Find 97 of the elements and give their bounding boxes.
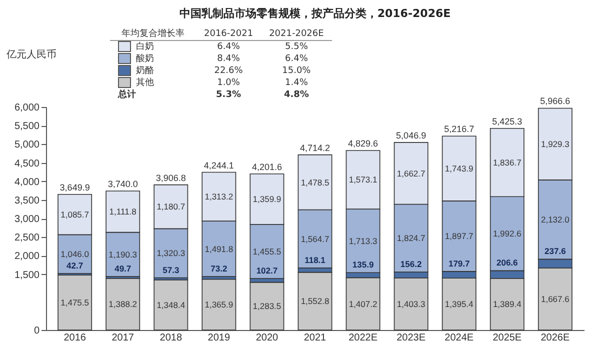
text: 2016-2021 (196, 28, 262, 40)
data-label: 1,478.5 (300, 177, 330, 188)
text: 年均复合增长率 (110, 28, 196, 40)
y-tick-label: 2,000 (14, 251, 40, 262)
data-label: 57.3 (162, 264, 180, 275)
legend-label: 白奶 (135, 41, 155, 53)
x-tick-label: 2024E (444, 332, 474, 344)
data-label: 1,929.3 (540, 139, 570, 150)
data-label: 2,132.0 (540, 214, 570, 225)
data-label: 1,046.0 (60, 249, 90, 260)
data-label: 1,573.1 (348, 174, 378, 185)
data-label: 1,111.8 (109, 206, 137, 217)
data-label: 1,743.9 (444, 164, 474, 174)
total-label: 3,740.0 (108, 178, 138, 189)
text: 1.0% (216, 77, 241, 89)
data-label: 1,667.6 (540, 294, 570, 304)
y-tick-label: 3,000 (14, 214, 40, 225)
total-label: 4,829.6 (348, 138, 378, 149)
total-label: 5,425.3 (492, 116, 522, 126)
data-label: 49.7 (114, 264, 132, 274)
x-tick-label: 2016 (64, 332, 86, 344)
x-tick-label: 2019 (208, 332, 230, 344)
data-label: 1,662.7 (396, 168, 426, 178)
text: 5.5% (284, 41, 309, 53)
data-label: 179.7 (448, 258, 470, 268)
x-tick-label: 2026E (540, 332, 570, 344)
text: 总计 (116, 89, 137, 101)
y-tick-label: 5,000 (14, 140, 40, 151)
y-tick-label: 6,000 (14, 102, 40, 114)
text: 5.3% (215, 89, 242, 101)
legend-label: 奶酪 (135, 65, 155, 77)
x-tick-label: 2017 (112, 332, 134, 344)
data-label: 1,491.8 (204, 244, 234, 254)
y-tick-label: 4,000 (14, 176, 40, 188)
data-label: 1,180.7 (156, 202, 186, 212)
x-tick-label: 2018 (160, 332, 182, 344)
y-tick-label: 2,500 (14, 232, 40, 244)
data-label: 1,283.5 (252, 301, 282, 312)
data-label: 1,348.4 (156, 300, 186, 310)
text: 4.8% (282, 89, 310, 101)
data-label: 102.7 (256, 265, 278, 276)
text: 6.4% (284, 53, 309, 65)
data-label: 1,395.4 (444, 299, 474, 310)
y-tick-label: 0 (34, 326, 40, 336)
data-label: 42.7 (66, 260, 84, 271)
data-label: 1,313.2 (204, 192, 234, 202)
data-label: 1,992.6 (492, 228, 522, 239)
text: 6.4% (216, 41, 241, 53)
data-label: 206.6 (496, 258, 518, 268)
data-label: 1,388.2 (108, 299, 138, 310)
data-label: 1,389.4 (492, 299, 522, 310)
data-label: 73.2 (210, 264, 228, 274)
y-tick-label: 4,500 (14, 158, 40, 170)
total-label: 4,714.2 (300, 142, 330, 153)
data-label: 237.6 (544, 246, 566, 256)
x-tick-label: 2022E (348, 332, 378, 344)
legend-label: 其他 (136, 77, 155, 89)
data-label: 1,836.7 (492, 157, 522, 168)
legend-label: 酸奶 (135, 53, 155, 65)
data-label: 1,085.7 (60, 210, 90, 220)
data-label: 156.2 (400, 259, 422, 270)
total-label: 5,216.7 (444, 124, 474, 134)
data-label: 1,403.3 (396, 298, 426, 309)
data-label: 1,564.7 (300, 234, 330, 244)
y-tick-label: 3,500 (14, 195, 40, 206)
total-label: 3,906.8 (156, 172, 186, 183)
data-label: 1,475.5 (60, 298, 90, 308)
total-label: 4,201.6 (252, 162, 282, 172)
total-label: 4,244.1 (204, 160, 234, 170)
data-label: 1,359.9 (252, 194, 282, 204)
data-label: 1,320.3 (156, 248, 186, 258)
x-tick-label: 2020 (256, 332, 279, 344)
data-label: 1,713.3 (348, 236, 378, 246)
data-label: 1,190.3 (108, 249, 138, 260)
x-tick-label: 2023E (396, 332, 426, 344)
data-label: 1,897.7 (444, 231, 474, 242)
x-tick-label: 2021 (304, 332, 327, 344)
total-label: 5,966.6 (540, 96, 570, 106)
x-tick-label: 2025E (492, 332, 522, 344)
text: 1.4% (284, 77, 309, 89)
text: 15.0% (281, 65, 312, 77)
data-label: 1,455.5 (252, 246, 282, 256)
data-label: 118.1 (304, 254, 326, 265)
data-label: 1,552.8 (300, 296, 330, 306)
chart-title: 中国乳制品市场零售规模，按产品分类，2016-2026E (179, 7, 451, 20)
total-label: 3,649.9 (60, 182, 90, 192)
y-tick-label: 1,500 (14, 270, 40, 281)
data-label: 1,365.9 (204, 300, 234, 310)
total-label: 5,046.9 (396, 130, 426, 140)
data-label: 1,824.7 (396, 233, 426, 244)
y-tick-label: 5,500 (14, 121, 40, 132)
data-label: 135.9 (352, 260, 374, 270)
text: 8.4% (216, 53, 241, 65)
data-label: 1,407.2 (348, 298, 378, 309)
text: 2021-2026E (261, 28, 332, 40)
text: 22.6% (213, 65, 244, 77)
y-axis-title: 亿元人民币 (6, 48, 56, 60)
